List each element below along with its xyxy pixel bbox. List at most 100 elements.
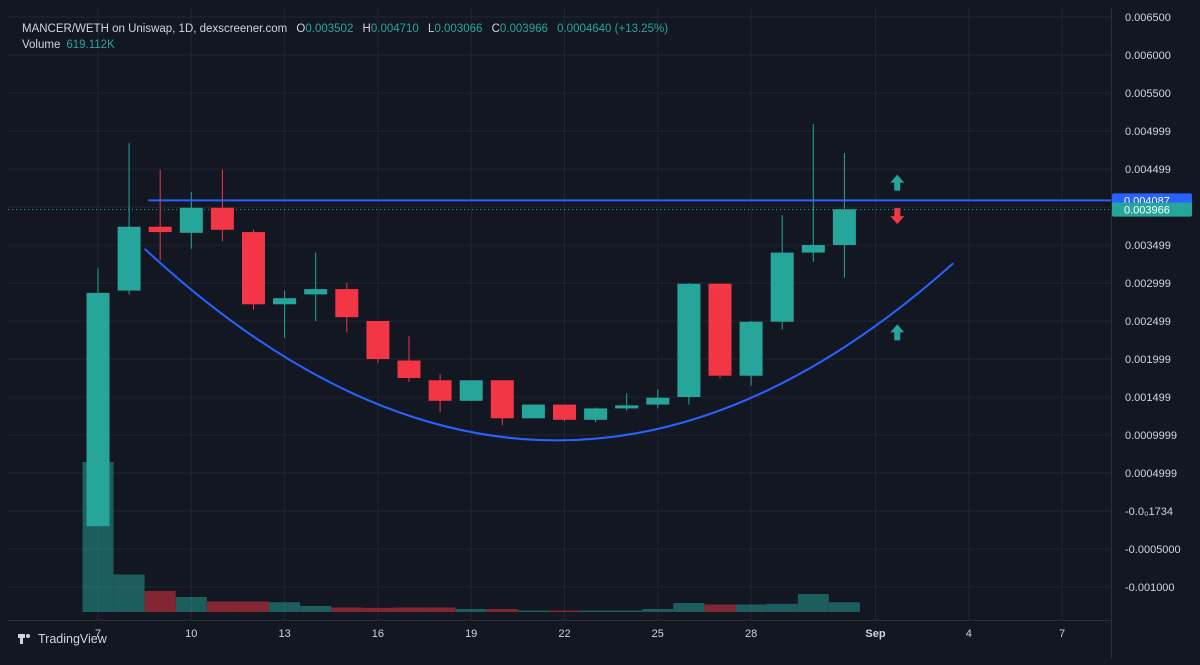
candle-body xyxy=(832,209,856,245)
high-label: H xyxy=(362,23,371,35)
candle-body xyxy=(397,360,421,378)
candles xyxy=(86,124,856,527)
volume-bar xyxy=(580,610,612,612)
arrow-up-icon xyxy=(890,324,905,341)
low-value: 0.003066 xyxy=(434,23,483,35)
price-tick-label: 0.001999 xyxy=(1125,354,1171,366)
time-tick-label: 7 xyxy=(1059,628,1065,640)
open-label: O xyxy=(296,23,306,35)
price-tick-label: 0.006500 xyxy=(1125,12,1171,24)
candle xyxy=(242,229,265,310)
candle xyxy=(428,374,452,413)
volume-bar xyxy=(393,607,425,612)
time-tick-label: 10 xyxy=(185,628,197,640)
current-price-tag: 0.003966 xyxy=(1124,205,1170,217)
price-tick-label: 0.003499 xyxy=(1125,240,1171,252)
candle xyxy=(210,169,234,242)
candle-body xyxy=(366,320,390,359)
candle-body xyxy=(708,283,732,376)
brand-name: TradingView xyxy=(38,632,107,646)
high-value: 0.004710 xyxy=(370,23,419,35)
candle-body xyxy=(677,283,701,397)
volume-bar xyxy=(735,604,767,612)
legend-ohlc-row: MANCER/WETH on Uniswap, 1D, dexscreener.… xyxy=(22,21,668,37)
arrow-down-icon xyxy=(890,208,905,225)
price-tick-label: -0.001000 xyxy=(1125,582,1175,594)
candle-body xyxy=(770,252,794,322)
candle xyxy=(801,124,825,262)
volume-bar xyxy=(206,601,238,612)
tradingview-brand[interactable]: TradingView xyxy=(18,632,107,646)
candle-body xyxy=(801,244,825,253)
candle xyxy=(677,282,701,405)
volume-bar xyxy=(828,602,860,612)
candle-body xyxy=(335,289,359,318)
volume-label[interactable]: Volume xyxy=(22,39,61,51)
candle xyxy=(86,267,110,527)
time-tick-label: Sep xyxy=(865,628,885,640)
legend-volume-row: Volume 619.112K xyxy=(22,37,668,53)
volume-bar xyxy=(455,609,487,612)
current-price-tag-bg xyxy=(1112,202,1192,217)
volume-bar xyxy=(300,606,332,612)
candle-body xyxy=(117,226,141,291)
candle-body xyxy=(148,226,172,233)
volume-bar xyxy=(269,602,301,612)
candle xyxy=(304,252,328,321)
candle-body xyxy=(646,397,670,405)
time-axis: 7 10 13 16 19 22 25 28 Sep 4 7 xyxy=(95,628,1065,640)
volume-bar xyxy=(175,597,207,612)
candle xyxy=(770,215,794,330)
change-value: 0.0004640 (+13.25%) xyxy=(557,23,669,35)
volume-bar xyxy=(486,609,518,612)
candle-body xyxy=(304,289,328,295)
arrow-up-icon xyxy=(890,174,905,191)
symbol-label[interactable]: MANCER/WETH on Uniswap, 1D, dexscreener.… xyxy=(22,23,288,35)
low-label: L xyxy=(428,23,435,35)
price-tick-label: 0.002499 xyxy=(1125,316,1171,328)
candle xyxy=(553,404,576,422)
price-tick-label: 0.001499 xyxy=(1125,392,1171,404)
volume-value: 619.112K xyxy=(66,39,115,51)
volume-bar xyxy=(642,609,674,612)
close-value: 0.003966 xyxy=(499,23,548,35)
candle-body xyxy=(459,380,483,401)
volume-bar xyxy=(549,610,580,612)
candle xyxy=(584,407,608,423)
candle xyxy=(521,404,545,419)
chart-canvas[interactable]: 0.006500 0.006000 0.005500 0.004999 0.004499… xyxy=(8,8,1192,658)
volume-bar xyxy=(144,591,176,612)
price-tick-label: 0.006000 xyxy=(1125,50,1171,62)
time-tick-label: 25 xyxy=(652,628,664,640)
candle xyxy=(739,320,763,386)
volume-bar xyxy=(517,610,549,612)
price-tick-label: 0.002999 xyxy=(1125,278,1171,290)
price-tick-label: 0.0009999 xyxy=(1125,430,1177,442)
candle xyxy=(490,380,514,426)
candle-body xyxy=(179,207,203,233)
volume-bar xyxy=(113,574,145,612)
volume-bar xyxy=(238,601,269,612)
candle xyxy=(615,393,639,411)
tradingview-logo-icon xyxy=(18,634,32,644)
volume-bar xyxy=(331,607,363,612)
candle-body xyxy=(210,207,234,230)
candle xyxy=(708,283,732,378)
price-tick-label: 0.004999 xyxy=(1125,126,1171,138)
volume-bar xyxy=(704,604,736,612)
candle xyxy=(832,153,856,278)
time-tick-label: 16 xyxy=(372,628,384,640)
candle-body xyxy=(428,380,452,401)
price-tick-label: 0.004499 xyxy=(1125,164,1171,176)
candle xyxy=(273,290,297,338)
time-tick-label: 13 xyxy=(278,628,290,640)
price-tick-label: -0.0005000 xyxy=(1125,544,1181,556)
volume-bar xyxy=(766,603,798,612)
candle xyxy=(117,143,141,295)
open-value: 0.003502 xyxy=(305,23,354,35)
time-tick-label: 4 xyxy=(966,628,972,640)
time-tick-label: 19 xyxy=(465,628,477,640)
time-tick-label: 28 xyxy=(745,628,757,640)
candle xyxy=(366,320,390,363)
candle-body xyxy=(615,405,639,409)
